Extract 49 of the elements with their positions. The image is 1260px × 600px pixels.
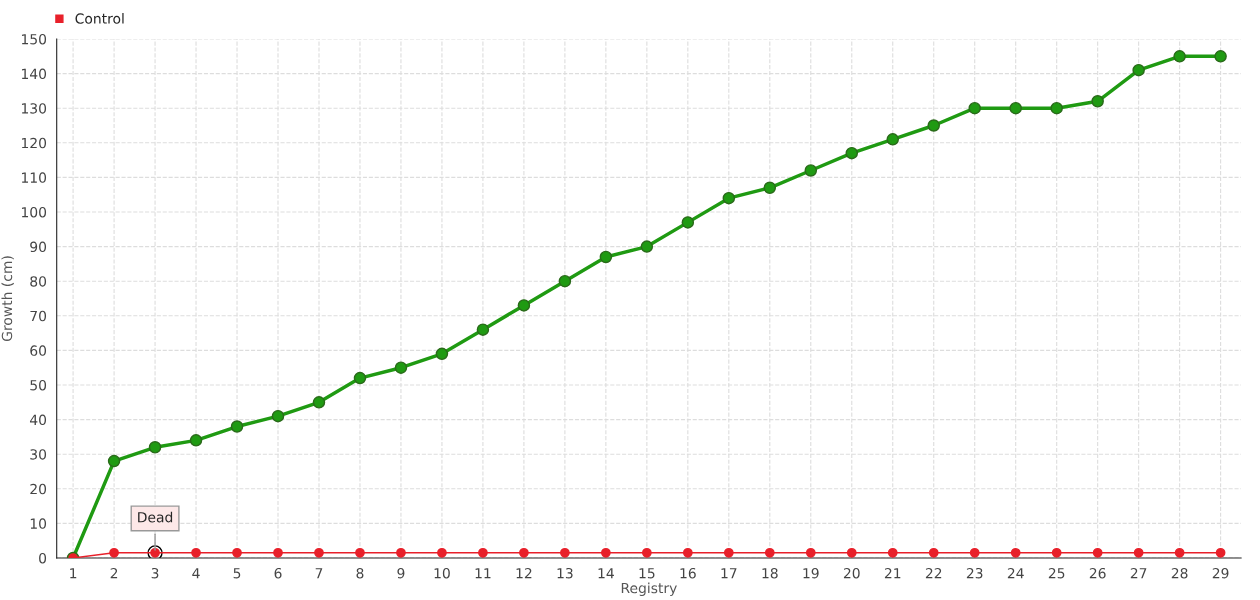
- y-tick-label: 80: [30, 276, 47, 287]
- x-tick-label: 27: [1130, 567, 1147, 579]
- x-tick-label: 5: [233, 568, 241, 579]
- x-tick-label: 11: [475, 568, 491, 579]
- y-tick-label: 30: [30, 449, 47, 460]
- x-tick-label: 2: [110, 567, 118, 579]
- x-tick-label: 19: [803, 567, 819, 579]
- x-tick-label: 21: [884, 567, 901, 579]
- x-tick-label: 3: [151, 567, 159, 579]
- y-tick-label: 110: [21, 172, 47, 183]
- y-tick-label: 10: [30, 518, 47, 529]
- x-tick-label: 24: [1007, 567, 1024, 579]
- annotation: Dead: [138, 511, 173, 523]
- y-tick-label: 150: [21, 33, 47, 45]
- x-tick-label: 4: [192, 568, 200, 579]
- x-tick-label: 17: [721, 568, 737, 579]
- x-tick-label: 12: [516, 567, 532, 579]
- x-tick-label: 6: [274, 567, 282, 579]
- x-tick-label: 20: [843, 567, 860, 579]
- x-tick-label: 9: [397, 567, 405, 579]
- x-tick-label: 13: [557, 567, 573, 579]
- x-tick-label: 29: [1212, 567, 1229, 579]
- x-tick-label: 23: [966, 567, 983, 579]
- y-tick-label: 70: [30, 310, 47, 322]
- y-tick-label: 120: [21, 137, 47, 149]
- x-tick-label: 15: [639, 568, 655, 579]
- x-tick-label: 7: [315, 568, 323, 579]
- y-tick-label: 100: [21, 206, 47, 218]
- x-tick-label: 1: [70, 568, 77, 579]
- x-tick-label: 26: [1089, 567, 1106, 579]
- y-tick-label: 20: [30, 483, 47, 495]
- y-tick-label: 0: [39, 552, 47, 564]
- y-tick-label: 40: [29, 414, 47, 426]
- x-tick-label: 18: [762, 567, 778, 579]
- y-tick-label: 90: [30, 241, 47, 253]
- y-axis-title: Growth (cm): [1, 256, 14, 342]
- x-tick-label: 25: [1048, 567, 1065, 579]
- y-tick-label: 130: [21, 103, 47, 114]
- legend-label: Control: [75, 13, 124, 24]
- x-tick-label: 16: [680, 567, 696, 579]
- x-tick-label: 14: [598, 568, 614, 579]
- x-tick-label: 8: [356, 567, 364, 579]
- y-tick-label: 50: [30, 379, 47, 391]
- y-tick-label: 140: [21, 68, 47, 80]
- x-tick-label: 28: [1171, 567, 1188, 579]
- x-axis-title: Registry: [621, 582, 677, 596]
- x-tick-label: 10: [434, 567, 450, 579]
- y-tick-label: 60: [30, 345, 47, 356]
- x-tick-label: 22: [925, 567, 942, 579]
